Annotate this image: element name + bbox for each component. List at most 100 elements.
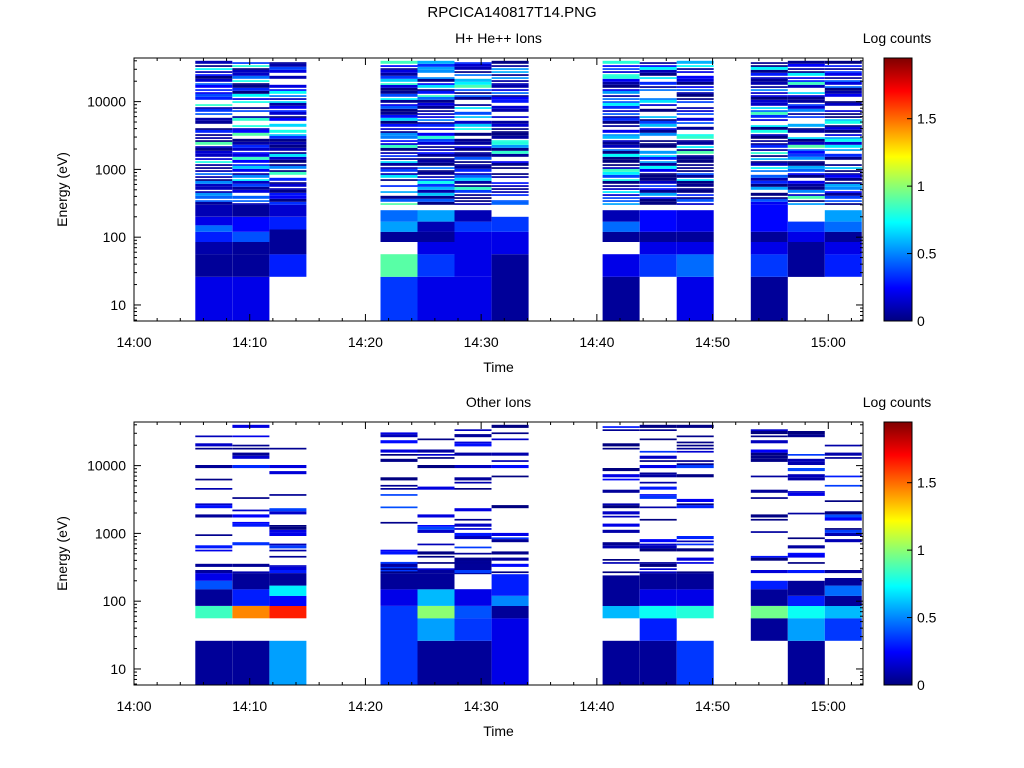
heatmap-cell xyxy=(639,506,677,509)
heatmap-cell xyxy=(750,65,788,67)
heatmap-cell xyxy=(602,179,640,181)
heatmap-cell xyxy=(750,170,788,172)
heatmap-cell xyxy=(195,179,233,181)
heatmap-cell xyxy=(602,153,640,157)
heatmap-cell xyxy=(380,120,418,124)
heatmap-cell xyxy=(380,128,418,130)
heatmap-cell xyxy=(676,198,714,202)
heatmap-cell xyxy=(269,159,307,163)
heatmap-cell xyxy=(454,589,492,606)
heatmap-cell xyxy=(491,424,529,428)
heatmap-cell xyxy=(602,478,640,481)
heatmap-cell xyxy=(269,566,307,570)
heatmap-cell xyxy=(639,606,677,619)
heatmap-cell xyxy=(417,90,455,94)
heatmap-cell xyxy=(750,455,788,459)
heatmap-cell xyxy=(454,111,492,115)
heatmap-cell xyxy=(195,74,233,76)
heatmap-cell xyxy=(491,162,529,166)
heatmap-cell xyxy=(491,557,529,561)
heatmap-cell xyxy=(750,254,788,277)
heatmap-cell xyxy=(269,170,307,172)
heatmap-cell xyxy=(639,89,677,91)
heatmap-cell xyxy=(750,452,788,456)
heatmap-cell xyxy=(639,108,677,112)
heatmap-cell xyxy=(676,447,714,450)
heatmap-cell xyxy=(824,444,862,447)
heatmap-cell xyxy=(639,548,677,552)
heatmap-cell xyxy=(750,242,788,255)
heatmap-cell xyxy=(232,204,270,217)
heatmap-cell xyxy=(491,194,529,196)
heatmap-cell xyxy=(491,254,529,321)
heatmap-cell xyxy=(269,123,307,127)
colorbar-label: Log counts xyxy=(863,394,932,410)
heatmap-cell xyxy=(195,134,233,136)
heatmap-cell xyxy=(417,640,455,685)
heatmap-cell xyxy=(417,138,455,142)
heatmap-cell xyxy=(787,491,825,493)
heatmap-cell xyxy=(417,562,455,564)
heatmap-cell xyxy=(750,618,788,641)
heatmap-cell xyxy=(232,497,270,499)
heatmap-cell xyxy=(417,83,455,85)
heatmap-cell xyxy=(787,231,825,242)
heatmap-cell xyxy=(491,135,529,139)
heatmap-cell xyxy=(676,180,714,184)
heatmap-cell xyxy=(491,123,529,127)
heatmap-cell xyxy=(454,78,492,82)
heatmap-cell xyxy=(380,162,418,166)
heatmap-cell xyxy=(639,123,677,127)
heatmap-cell xyxy=(195,549,233,552)
heatmap-cell xyxy=(380,135,418,139)
heatmap-cell xyxy=(195,104,233,106)
heatmap-cell xyxy=(380,108,418,112)
heatmap-cell xyxy=(639,424,677,428)
heatmap-cell xyxy=(232,138,270,142)
heatmap-cell xyxy=(195,200,233,202)
heatmap-cell xyxy=(602,101,640,103)
heatmap-cell xyxy=(639,140,677,142)
heatmap-cell xyxy=(269,565,307,567)
heatmap-cell xyxy=(676,276,714,321)
heatmap-cell xyxy=(417,66,455,70)
heatmap-cell xyxy=(195,545,233,549)
heatmap-cell xyxy=(195,128,233,130)
x-axis: 14:00 14:10 14:20 14:30 14:40 14:50 15:00 xyxy=(116,422,852,714)
heatmap-cell xyxy=(454,194,492,196)
heatmap-cell xyxy=(824,457,862,459)
heatmap-cell xyxy=(491,595,529,606)
heatmap-cell xyxy=(454,606,492,619)
heatmap-cell xyxy=(491,120,529,124)
heatmap-cell xyxy=(380,60,418,64)
x-tick-label: 14:00 xyxy=(116,334,151,350)
heatmap-cell xyxy=(602,168,640,172)
heatmap-cell xyxy=(824,60,862,64)
heatmap-cell xyxy=(676,113,714,115)
heatmap-cell xyxy=(491,140,529,142)
heatmap-cell xyxy=(232,563,270,567)
heatmap-cell xyxy=(195,78,233,82)
heatmap-cell xyxy=(232,159,270,163)
heatmap-cell xyxy=(380,78,418,82)
heatmap-cell xyxy=(454,104,492,106)
heatmap-cell xyxy=(787,203,825,205)
heatmap-cell xyxy=(491,150,529,154)
heatmap-cell xyxy=(491,147,529,151)
colorbar-tick-label: 1.5 xyxy=(917,111,937,127)
heatmap-cell xyxy=(232,231,270,242)
heatmap-cell xyxy=(602,98,640,100)
heatmap-cell xyxy=(750,86,788,88)
x-tick-label: 14:10 xyxy=(232,334,267,350)
heatmap-cell xyxy=(750,183,788,187)
heatmap-cell xyxy=(380,589,418,606)
heatmap-cell xyxy=(454,123,492,127)
heatmap-cell xyxy=(195,435,233,438)
heatmap-cell xyxy=(269,254,307,277)
heatmap-cell xyxy=(232,573,270,590)
heatmap-cell xyxy=(639,472,677,475)
heatmap-cell xyxy=(639,69,677,73)
heatmap-cell xyxy=(676,536,714,540)
heatmap-cell xyxy=(454,477,492,481)
heatmap-cell xyxy=(454,528,492,530)
